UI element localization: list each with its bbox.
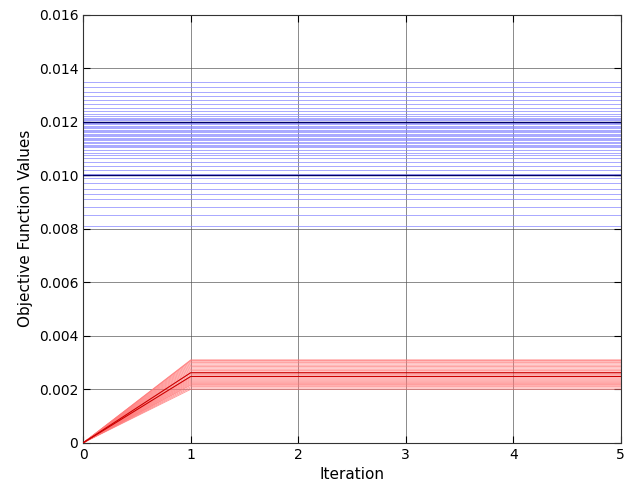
- X-axis label: Iteration: Iteration: [319, 467, 385, 482]
- Y-axis label: Objective Function Values: Objective Function Values: [18, 130, 33, 328]
